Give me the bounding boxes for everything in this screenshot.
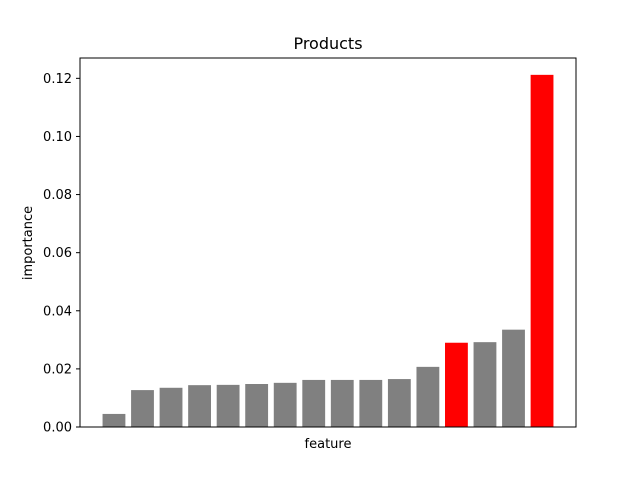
chart-title: Products xyxy=(293,34,362,53)
y-axis-ticks: 0.00 0.02 0.04 0.06 0.08 0.10 0.12 xyxy=(43,72,80,436)
bar-7 xyxy=(302,379,326,427)
bar-14 xyxy=(502,329,525,427)
plot-frame xyxy=(79,57,577,428)
bar-2 xyxy=(159,387,183,427)
bar-1 xyxy=(131,390,154,427)
bar-6 xyxy=(273,382,297,427)
bar-15 xyxy=(530,74,554,427)
bar-9 xyxy=(359,379,383,427)
bar-11 xyxy=(416,366,440,427)
y-tick-label-4: 0.08 xyxy=(43,188,72,203)
bar-5 xyxy=(245,384,269,427)
bar-12 xyxy=(445,342,468,427)
bar-8 xyxy=(330,379,354,427)
bars-group xyxy=(102,74,554,427)
y-tick-label-2: 0.04 xyxy=(43,304,72,319)
bar-10 xyxy=(387,379,411,427)
y-tick-label-5: 0.10 xyxy=(43,130,72,145)
y-tick-label-1: 0.02 xyxy=(43,362,72,377)
x-axis-label: feature xyxy=(305,437,352,452)
y-tick-label-6: 0.12 xyxy=(43,72,72,87)
y-axis-label: importance xyxy=(21,206,36,280)
bar-0 xyxy=(102,413,126,427)
bar-13 xyxy=(473,342,497,427)
y-tick-label-0: 0.00 xyxy=(43,421,72,436)
bar-3 xyxy=(188,385,211,427)
y-tick-label-3: 0.06 xyxy=(43,246,72,261)
bar-4 xyxy=(216,384,240,427)
